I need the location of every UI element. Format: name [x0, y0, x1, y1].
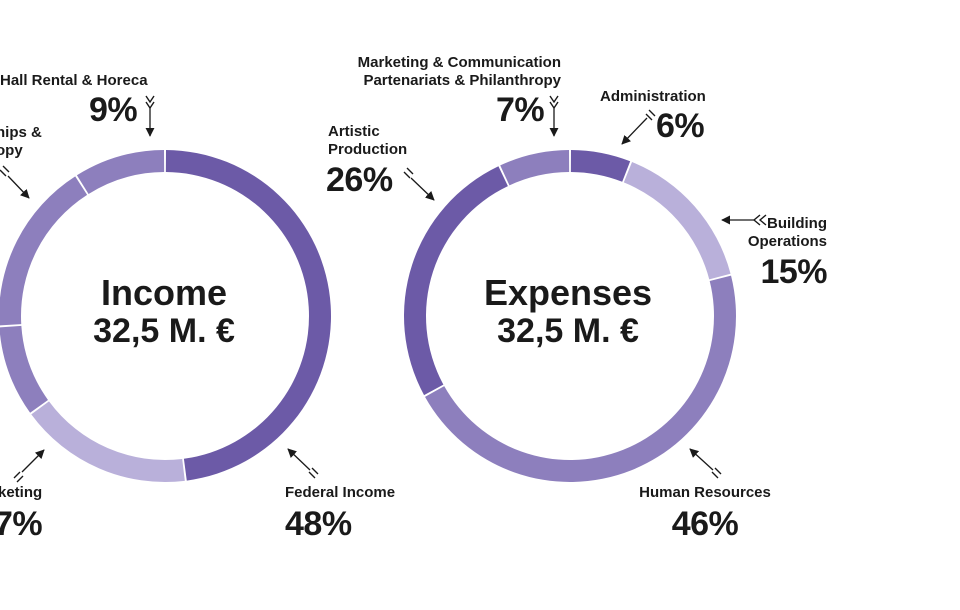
label-partnerships-line2: opy: [0, 142, 23, 159]
expenses-slice-artistic-production: [403, 166, 508, 396]
label-human-resources-name: Human Resources: [639, 484, 771, 501]
label-marketing-name: keting: [0, 484, 43, 501]
label-marketing-communication-value: 7%: [496, 91, 545, 129]
income-slice-marketing: [31, 401, 185, 482]
label-marketing-communication-line1: Marketing & Communication: [357, 54, 561, 71]
leader-federal-income: [287, 448, 319, 479]
expenses-center-label: Expenses 32,5 M. €: [468, 272, 668, 351]
expenses-title: Expenses: [483, 272, 653, 313]
leader-partnerships: [0, 165, 30, 199]
label-artistic-production-line1: Artistic: [328, 123, 380, 140]
income-title: Income: [100, 272, 228, 313]
label-administration-value: 6%: [656, 107, 705, 145]
label-marketing-communication-line2: Partenariats & Philanthropy: [363, 72, 561, 89]
label-building-operations-value: 15%: [760, 253, 827, 291]
label-artistic-production-line2: Production: [328, 141, 408, 158]
expenses-slice-human-resources: [425, 275, 736, 482]
label-federal-income-value: 48%: [285, 505, 352, 543]
leader-building-operations: [721, 214, 767, 226]
income-slice-hall-rental-horeca: [76, 150, 165, 194]
leader-artistic-production: [403, 167, 435, 201]
label-human-resources-value: 46%: [671, 505, 739, 543]
label-hall-rental-value: 9%: [89, 91, 138, 129]
income-slice-federal-income: [165, 150, 331, 481]
label-artistic-production-value: 26%: [326, 161, 393, 199]
income-slice-slice-2: [0, 325, 48, 413]
leader-human-resources: [689, 448, 722, 479]
expenses-donut: [403, 150, 736, 482]
label-building-operations-line2: Operations: [747, 233, 827, 250]
leader-marketing-communication: [549, 95, 559, 137]
income-donut: [0, 150, 331, 482]
label-building-operations-line1: Building: [767, 215, 827, 232]
label-administration-name: Administration: [600, 88, 706, 105]
label-hall-rental-name: Hall Rental & Horeca: [0, 72, 148, 89]
label-federal-income-name: Federal Income: [285, 484, 396, 501]
income-slice-partnerships-philanthropy: [0, 176, 88, 326]
leader-hall-rental: [145, 95, 155, 137]
leader-administration: [621, 109, 656, 145]
leader-marketing: [13, 449, 45, 483]
expenses-slice-marketing-communication-partenariats-philanthropy: [500, 150, 570, 186]
expenses-slice-building-operations: [623, 162, 731, 280]
label-partnerships-line1: hips &: [0, 124, 42, 141]
expenses-slice-administration: [570, 150, 631, 182]
leader-lines: [0, 95, 767, 483]
label-marketing-value: 7%: [0, 505, 43, 543]
income-center-label: Income 32,5 M. €: [64, 272, 264, 351]
expenses-total: 32,5 M. €: [497, 312, 639, 350]
income-total: 32,5 M. €: [93, 312, 235, 350]
